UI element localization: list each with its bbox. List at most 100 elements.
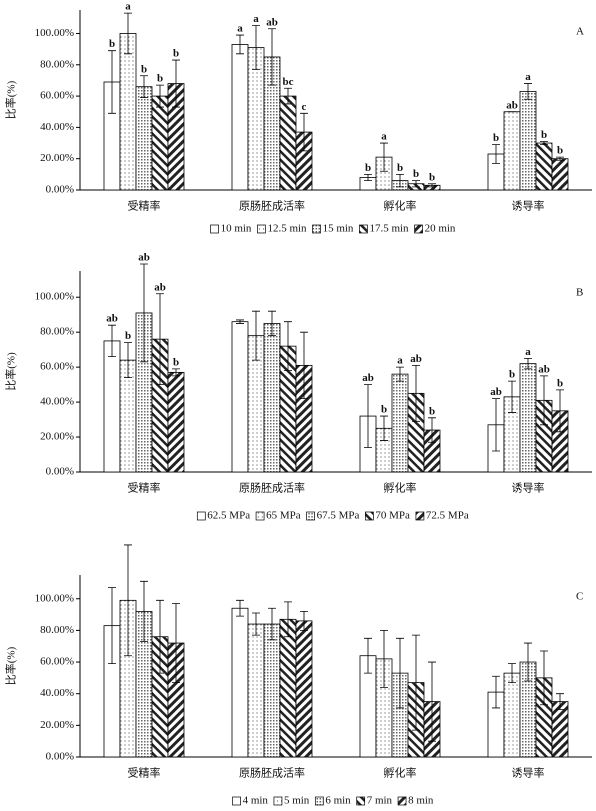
error-bar: [140, 580, 148, 642]
legend-label: 6 min: [325, 795, 351, 807]
legend: 62.5 MPa 65 MPa 67.5 MPa 70 MPa 72.5 MPa: [196, 510, 469, 522]
bar: [247, 623, 265, 758]
error-bar: [140, 75, 148, 99]
x-tick-label: 受精率: [128, 199, 161, 213]
bar: [231, 44, 249, 191]
bar: [535, 142, 553, 191]
legend-swatch: [273, 796, 283, 806]
significance-letter: b: [509, 369, 515, 381]
error-bar: [540, 375, 548, 426]
error-bar: [124, 12, 132, 55]
error-bar: [252, 612, 260, 636]
x-tick-label: 孵化率: [384, 199, 417, 213]
error-bar: [492, 398, 500, 452]
error-bar: [108, 324, 116, 358]
significance-letter: a: [397, 355, 403, 367]
x-tick-label: 受精率: [128, 481, 161, 495]
significance-letter: ab: [538, 363, 550, 375]
significance-letter: b: [541, 129, 547, 141]
error-bar: [172, 603, 180, 684]
error-bar: [524, 83, 532, 100]
bar: [135, 86, 153, 191]
error-bar: [172, 368, 180, 377]
x-tick-label: 诱导率: [512, 766, 545, 780]
x-tick-label: 孵化率: [384, 766, 417, 780]
error-bar: [268, 28, 276, 86]
legend-label: 8 min: [408, 795, 434, 807]
legend-label: 67.5 MPa: [317, 510, 360, 522]
error-bar: [380, 142, 388, 172]
panel-label: C: [576, 591, 583, 603]
bar: [295, 620, 313, 758]
legend-swatch: [359, 224, 368, 234]
error-bar: [124, 342, 132, 379]
significance-letter: b: [125, 330, 131, 342]
significance-letter: a: [253, 13, 259, 25]
y-tick-label: 100.00%: [35, 291, 74, 303]
significance-letter: a: [525, 346, 531, 358]
legend-swatch: [312, 224, 321, 234]
error-bar: [412, 364, 420, 422]
y-tick-label: 100.00%: [35, 592, 74, 604]
legend-label: 7 min: [367, 795, 393, 807]
bar: [503, 111, 521, 191]
bar: [391, 373, 409, 473]
error-bar: [236, 319, 244, 324]
legend-swatch: [397, 796, 407, 806]
significance-letter: b: [173, 356, 179, 368]
error-bar: [396, 173, 404, 188]
y-tick-label: 40.00%: [40, 687, 74, 699]
legend-swatch: [196, 511, 206, 521]
y-tick-label: 40.00%: [40, 121, 74, 133]
significance-letter: b: [381, 404, 387, 416]
error-bar: [380, 415, 388, 441]
y-tick-label: 20.00%: [40, 152, 74, 164]
legend: 4 min 5 min 6 min 7 min 8 min: [232, 795, 434, 807]
legend-swatch: [257, 224, 266, 234]
significance-letter: b: [429, 405, 435, 417]
significance-letter: b: [141, 63, 147, 75]
significance-letter: b: [429, 171, 435, 183]
x-tick-label: 诱导率: [512, 199, 545, 213]
error-bar: [124, 544, 132, 657]
significance-letter: b: [397, 162, 403, 174]
significance-letter: ab: [506, 99, 518, 111]
y-tick-label: 100.00%: [35, 27, 74, 39]
significance-letter: b: [493, 132, 499, 144]
legend-swatch: [306, 511, 315, 521]
significance-letter: b: [557, 145, 563, 157]
error-bar: [156, 293, 164, 386]
legend-label: 15 min: [323, 223, 354, 235]
significance-letter: b: [157, 73, 163, 85]
significance-letter: ab: [266, 16, 278, 28]
bar: [503, 672, 521, 758]
legend-swatch: [314, 796, 324, 806]
significance-letter: c: [302, 101, 307, 113]
error-bar: [284, 321, 292, 372]
y-axis-label: 比率(%): [4, 80, 18, 119]
x-tick-label: 原肠胚成活率: [239, 766, 305, 780]
legend-swatch: [232, 796, 241, 806]
error-bar: [428, 183, 436, 188]
y-tick-label: 20.00%: [40, 431, 74, 443]
x-tick-label: 孵化率: [384, 481, 417, 495]
error-bar: [540, 650, 548, 706]
error-bar: [508, 380, 516, 413]
significance-letter: bc: [283, 76, 294, 88]
legend-label: 4 min: [243, 795, 269, 807]
y-axis-label: 比率(%): [4, 646, 18, 685]
significance-letter: a: [381, 131, 387, 143]
y-tick-label: 0.00%: [46, 751, 74, 763]
significance-letter: ab: [490, 386, 502, 398]
error-bar: [492, 144, 500, 164]
bar: [263, 323, 281, 473]
legend-label: 12.5 min: [267, 223, 307, 235]
legend-swatch: [255, 511, 265, 521]
error-bar: [236, 599, 244, 617]
x-tick-label: 原肠胚成活率: [239, 199, 305, 213]
significance-letter: b: [365, 162, 371, 174]
panel-label: B: [576, 287, 583, 299]
x-tick-label: 原肠胚成活率: [239, 481, 305, 495]
error-bar: [236, 34, 244, 55]
